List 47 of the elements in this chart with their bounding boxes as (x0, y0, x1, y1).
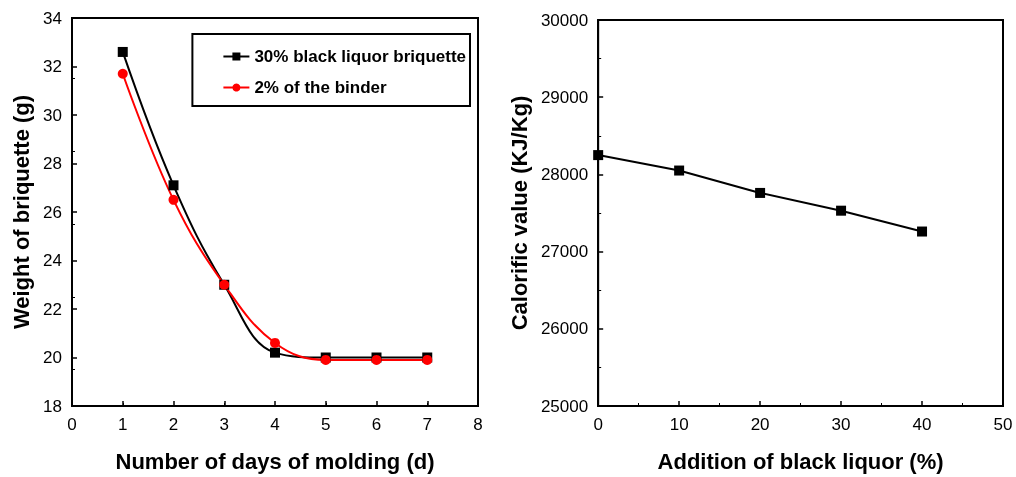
point (755, 187, 766, 198)
point (836, 205, 847, 216)
x-tick-label: 40 (912, 415, 932, 434)
point (270, 347, 280, 358)
x-tick-label: 10 (669, 415, 689, 434)
x-tick-label: 30 (831, 415, 851, 434)
point (917, 226, 928, 237)
y-tick-label: 27000 (540, 242, 589, 262)
x-axis-title: Number of days of molding (d) (115, 448, 435, 474)
x-tick-label: 6 (371, 415, 382, 434)
y-tick-label: 24 (43, 251, 62, 270)
x-tick-label: 1 (118, 415, 128, 434)
point (117, 46, 128, 57)
y-tick-label: 32 (43, 57, 62, 76)
x-tick-label: 0 (67, 415, 77, 434)
point (593, 150, 604, 161)
y-axis-title: Calorific value (KJ/Kg) (506, 95, 532, 331)
point (674, 165, 685, 176)
y-tick-label: 26000 (540, 319, 589, 339)
legend-label: 2% of the binder (254, 78, 388, 97)
y-tick-label: 34 (43, 8, 62, 28)
x-tick-label: 50 (993, 415, 1013, 434)
y-tick-label: 28 (43, 154, 62, 173)
y-tick-label: 22 (43, 299, 62, 319)
x-tick-label: 4 (270, 415, 280, 434)
x-tick-label: 2 (168, 415, 179, 434)
y-tick-label: 25000 (540, 396, 589, 416)
y-tick-label: 30000 (540, 10, 589, 30)
x-tick-label: 0 (593, 415, 603, 434)
y-tick-label: 26 (43, 202, 62, 222)
point (117, 68, 128, 79)
x-tick-label: 3 (219, 415, 229, 434)
legend-label: 30% black liquor briquette (254, 47, 467, 66)
x-tick-label: 7 (422, 415, 432, 434)
x-tick-label: 20 (750, 415, 770, 434)
y-tick-label: 30 (43, 105, 62, 125)
y-axis-title: Weight of briquette (g) (8, 94, 34, 330)
point (270, 337, 280, 348)
y-tick-label: 18 (43, 396, 62, 416)
x-tick-label: 5 (321, 415, 331, 434)
x-tick-label: 8 (473, 415, 483, 434)
point (168, 180, 179, 191)
point (168, 194, 179, 205)
y-tick-label: 20 (43, 348, 62, 367)
y-tick-label: 29000 (540, 87, 589, 107)
x-axis-title: Addition of black liquor (%) (657, 448, 944, 474)
y-tick-label: 28000 (540, 164, 589, 184)
